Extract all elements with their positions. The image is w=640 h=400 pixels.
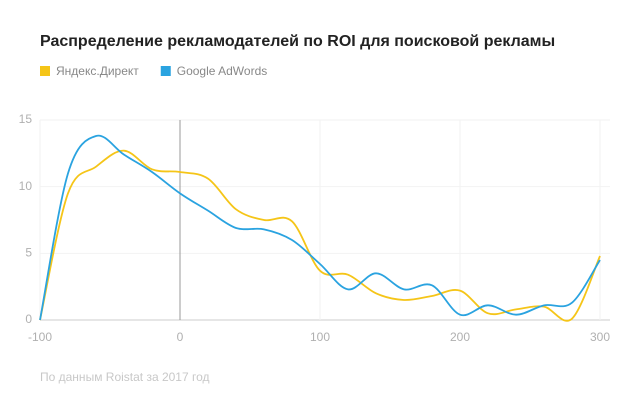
footnote: По данным Roistat за 2017 год — [40, 370, 210, 384]
chart-title: Распределение рекламодателей по ROI для … — [40, 33, 555, 50]
line-series — [39, 134, 601, 321]
x-tick-label: 100 — [310, 330, 330, 344]
y-tick-label: 0 — [25, 312, 32, 326]
legend-label: Google AdWords — [177, 64, 268, 78]
x-tick-label: 200 — [450, 330, 470, 344]
line-series — [39, 149, 601, 322]
x-tick-label: 300 — [590, 330, 610, 344]
x-tick-label: -100 — [28, 330, 52, 344]
y-tick-label: 5 — [25, 246, 32, 260]
y-tick-label: 10 — [19, 179, 33, 193]
x-tick-label: 0 — [177, 330, 184, 344]
legend-label: Яндекс.Директ — [56, 64, 139, 78]
legend-swatch — [40, 66, 50, 76]
legend-swatch — [160, 66, 171, 76]
y-tick-label: 15 — [19, 112, 33, 126]
